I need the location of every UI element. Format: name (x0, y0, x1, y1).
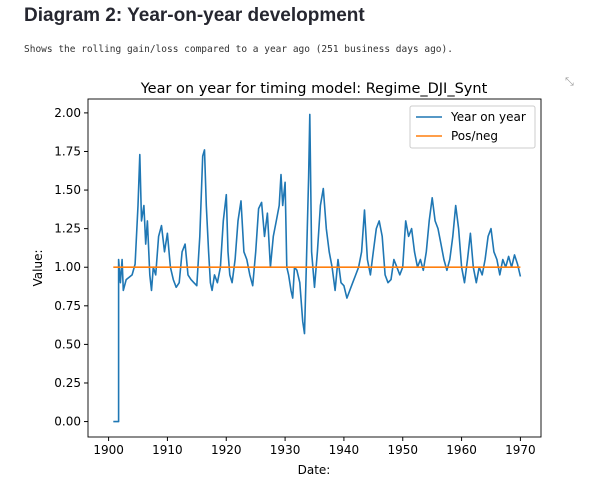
x-tick-label: 1930 (270, 443, 301, 457)
legend-label-year-on-year: Year on year (450, 110, 526, 124)
legend-label-pos-neg: Pos/neg (451, 129, 498, 143)
y-tick-label: 1.25 (54, 222, 81, 236)
x-tick-label: 1970 (505, 443, 536, 457)
series-line-year-on-year (113, 113, 522, 423)
y-tick-label: 1.00 (54, 260, 81, 274)
x-tick-label: 1920 (211, 443, 242, 457)
y-tick-label: 0.75 (54, 299, 81, 313)
y-tick-label: 1.75 (54, 144, 81, 158)
y-tick-label: 0.50 (54, 337, 81, 351)
y-axis-label: Value: (31, 250, 45, 287)
fullscreen-expand-icon[interactable]: ⤡ (565, 75, 574, 88)
axes-frame (87, 98, 542, 438)
section-heading: Diagram 2: Year-on-year development (24, 5, 365, 26)
x-axis-label: Date: (298, 463, 331, 477)
y-tick-label: 0.00 (54, 415, 81, 429)
x-tick-label: 1910 (152, 443, 183, 457)
x-tick-label: 1950 (387, 443, 418, 457)
y-tick-label: 0.25 (54, 376, 81, 390)
x-tick-label: 1960 (446, 443, 477, 457)
y-tick-label: 2.00 (54, 106, 81, 120)
y-tick-label: 1.50 (54, 183, 81, 197)
chart-title: Year on year for timing model: Regime_DJ… (140, 81, 488, 97)
x-tick-label: 1900 (93, 443, 124, 457)
section-description: Shows the rolling gain/loss compared to … (24, 44, 453, 55)
x-tick-label: 1940 (329, 443, 360, 457)
legend: Year on year Pos/neg (409, 105, 536, 149)
